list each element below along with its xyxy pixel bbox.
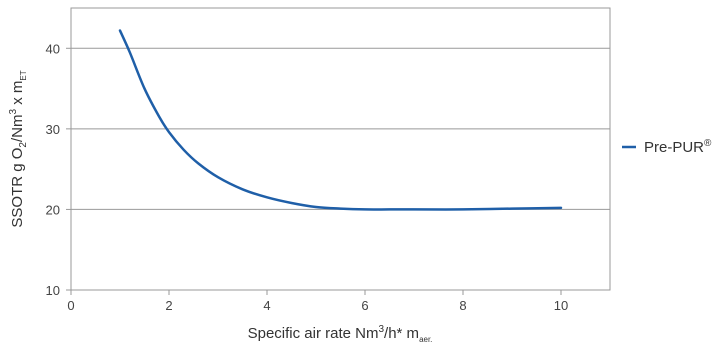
y-axis-ticks: 10 20 30 40 — [46, 41, 71, 298]
x-tick-label-8: 8 — [459, 298, 466, 313]
y-tick-label-40: 40 — [46, 41, 60, 56]
x-axis-title: Specific air rate Nm3/h* maer. — [248, 324, 433, 344]
y-tick-label-20: 20 — [46, 202, 60, 217]
plot-area-frame — [70, 7, 611, 291]
x-tick-label-10: 10 — [554, 298, 568, 313]
legend-label-pre-pur: Pre-PUR® — [644, 138, 712, 156]
x-tick-label-6: 6 — [361, 298, 368, 313]
series-line-0 — [118, 29, 563, 211]
x-tick-label-0: 0 — [67, 298, 74, 313]
y-axis-title: SSOTR g O2/Nm3 x mET — [8, 70, 29, 227]
x-tick-label-4: 4 — [263, 298, 270, 313]
x-axis-ticks: 0 2 4 6 8 10 — [67, 290, 568, 313]
y-tick-label-10: 10 — [46, 283, 60, 298]
series-layer — [118, 29, 563, 211]
y-tick-label-30: 30 — [46, 122, 60, 137]
x-tick-label-2: 2 — [165, 298, 172, 313]
legend: Pre-PUR® — [622, 138, 712, 156]
gridlines — [71, 47, 610, 210]
